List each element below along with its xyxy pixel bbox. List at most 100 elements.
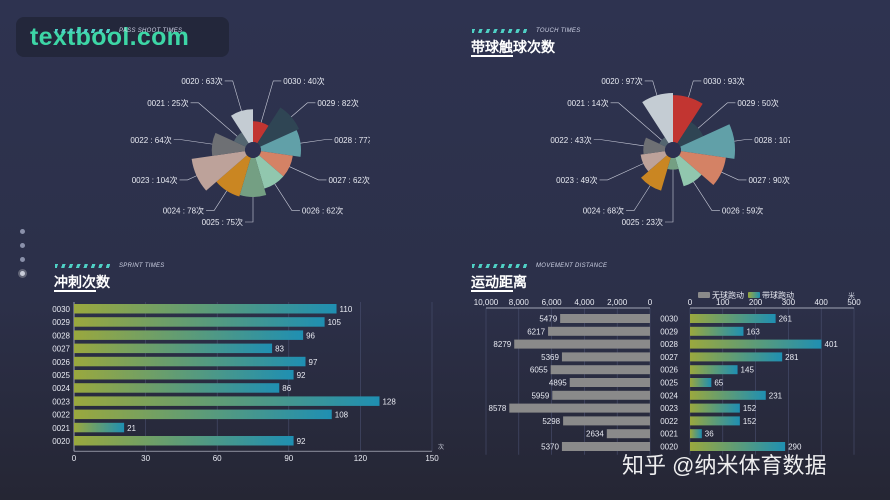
- move-left-bar-0023[interactable]: [509, 403, 650, 413]
- sprint-bar-0022[interactable]: [74, 409, 332, 420]
- pass-slice-0029[interactable]: [257, 107, 300, 147]
- legend-label-no-ball[interactable]: 无球跑动: [712, 290, 744, 300]
- touch-label-0021: 0021 : 14次: [567, 98, 608, 108]
- move-left-bar-0030[interactable]: [560, 314, 650, 323]
- move-right-bar-0024[interactable]: [690, 390, 766, 400]
- move-left-bar-0029[interactable]: [548, 326, 650, 336]
- page-dot-4-active[interactable]: [20, 271, 25, 276]
- pass-slice-0023[interactable]: [191, 151, 247, 191]
- move-right-xtick-400: 400: [815, 298, 829, 307]
- sprint-category-0030: 0030: [52, 305, 70, 314]
- page-dot-1[interactable]: [20, 229, 25, 234]
- move-category-0025: 0025: [660, 379, 678, 388]
- sprint-category-0029: 0029: [52, 318, 70, 327]
- move-right-bar-0020[interactable]: [690, 442, 786, 451]
- move-right-bar-0021[interactable]: [690, 429, 702, 439]
- page-dot-3[interactable]: [20, 257, 25, 262]
- sprint-bar-0023[interactable]: [74, 396, 380, 406]
- sprint-bar-0021[interactable]: [74, 422, 125, 433]
- touch-leader-0020: [644, 80, 658, 96]
- sprint-value-0023: 128: [382, 397, 396, 406]
- move-left-bar-0020[interactable]: [561, 442, 650, 451]
- sprint-value-0024: 86: [282, 384, 291, 393]
- move-right-bar-0022[interactable]: [690, 416, 740, 426]
- pass-slice-0022[interactable]: [211, 132, 246, 156]
- pass-label-0030: 0030 : 40次: [283, 76, 324, 86]
- sprint-bar-chart: 0 30 60 90 120 150 次 0030 110 0029 105 0028 96 0027 83…: [52, 302, 444, 463]
- move-left-bar-0025[interactable]: [569, 378, 650, 387]
- legend-swatch-ball[interactable]: [748, 292, 760, 298]
- move-left-value-0029: 6217: [527, 327, 545, 336]
- move-left-bar-0026[interactable]: [550, 365, 650, 375]
- sprint-bar-0026[interactable]: [74, 356, 306, 367]
- move-left-value-0024: 5959: [531, 391, 549, 400]
- sprint-bar-0030[interactable]: [74, 304, 337, 314]
- pass-leader-0029: [291, 102, 316, 118]
- pass-label-0020: 0020 : 63次: [181, 76, 222, 86]
- move-left-value-0028: 8279: [493, 340, 511, 349]
- touch-slice-0029[interactable]: [677, 122, 704, 147]
- sprint-bar-0020[interactable]: [74, 436, 294, 446]
- move-category-0027: 0027: [660, 353, 678, 362]
- touch-slice-0028[interactable]: [680, 124, 735, 159]
- pass-slice-0027[interactable]: [259, 151, 293, 177]
- pass-label-0028: 0028 : 77次: [334, 135, 370, 145]
- pass-slice-0021[interactable]: [233, 132, 249, 147]
- sprint-category-0021: 0021: [52, 424, 70, 433]
- move-title-underline: [471, 290, 513, 292]
- touch-slice-0027[interactable]: [679, 151, 726, 185]
- touch-slice-0024[interactable]: [641, 155, 671, 191]
- sprint-bar-0024[interactable]: [74, 383, 280, 393]
- sprint-bar-0025[interactable]: [74, 370, 294, 380]
- pass-slice-0024[interactable]: [216, 155, 251, 197]
- touch-slice-0022[interactable]: [643, 137, 666, 155]
- touch-label-0028: 0028 : 107次: [754, 135, 790, 145]
- move-left-bar-0027[interactable]: [561, 352, 650, 362]
- legend-swatch-no-ball[interactable]: [698, 292, 710, 298]
- pass-slice-0030[interactable]: [253, 121, 269, 144]
- touch-label-0027: 0027 : 90次: [748, 175, 789, 185]
- touch-stripes: [472, 29, 530, 33]
- sprint-value-0025: 92: [297, 371, 306, 380]
- move-left-xtick-4000: 4,000: [574, 298, 595, 307]
- move-left-value-0027: 5369: [541, 353, 559, 362]
- pass-slice-0028[interactable]: [260, 130, 301, 157]
- move-right-bar-0023[interactable]: [690, 403, 740, 413]
- touch-rose-chart: 0030 : 93次 0029 : 50次 0028 : 107次 0027 : 90…: [550, 76, 790, 227]
- page-dot-2[interactable]: [20, 243, 25, 248]
- touch-slice-0030[interactable]: [673, 95, 703, 144]
- move-right-bar-0030[interactable]: [690, 314, 776, 323]
- pass-label-0024: 0024 : 78次: [163, 206, 204, 216]
- move-category-0024: 0024: [660, 391, 678, 400]
- move-left-xtick-0: 0: [648, 298, 653, 307]
- move-category-0020: 0020: [660, 443, 678, 452]
- move-left-bar-0024[interactable]: [552, 390, 650, 400]
- move-right-bar-0029[interactable]: [690, 326, 744, 336]
- sprint-xtick-120: 120: [354, 454, 368, 463]
- touch-slice-0023[interactable]: [640, 151, 667, 172]
- move-left-value-0026: 6055: [530, 366, 548, 375]
- touch-slice-0020[interactable]: [642, 93, 673, 144]
- pass-slice-0020[interactable]: [230, 109, 253, 144]
- touch-slice-0026[interactable]: [675, 155, 702, 187]
- sprint-stripes: [55, 264, 113, 268]
- move-right-bar-0026[interactable]: [690, 365, 738, 375]
- touch-slice-0025[interactable]: [667, 157, 679, 170]
- move-left-value-0023: 8578: [489, 404, 507, 413]
- move-right-bar-0025[interactable]: [690, 378, 712, 387]
- sprint-tag: SPRINT TIMES: [119, 263, 165, 269]
- sprint-bar-0028[interactable]: [74, 330, 304, 340]
- move-left-bar-0022[interactable]: [563, 416, 650, 426]
- move-right-bar-0027[interactable]: [690, 352, 783, 362]
- move-left-bar-0028[interactable]: [514, 339, 650, 349]
- move-left-bar-0021[interactable]: [606, 429, 650, 439]
- touch-label-0029: 0029 : 50次: [737, 98, 778, 108]
- move-right-bar-0028[interactable]: [690, 339, 822, 349]
- move-left-value-0025: 4895: [549, 379, 567, 388]
- pass-slice-0025[interactable]: [239, 157, 267, 197]
- touch-slice-0021[interactable]: [659, 137, 669, 147]
- pass-slice-0026[interactable]: [255, 155, 284, 189]
- sprint-bar-0029[interactable]: [74, 317, 325, 327]
- legend-label-ball[interactable]: 带球跑动: [762, 290, 794, 300]
- sprint-bar-0027[interactable]: [74, 343, 273, 354]
